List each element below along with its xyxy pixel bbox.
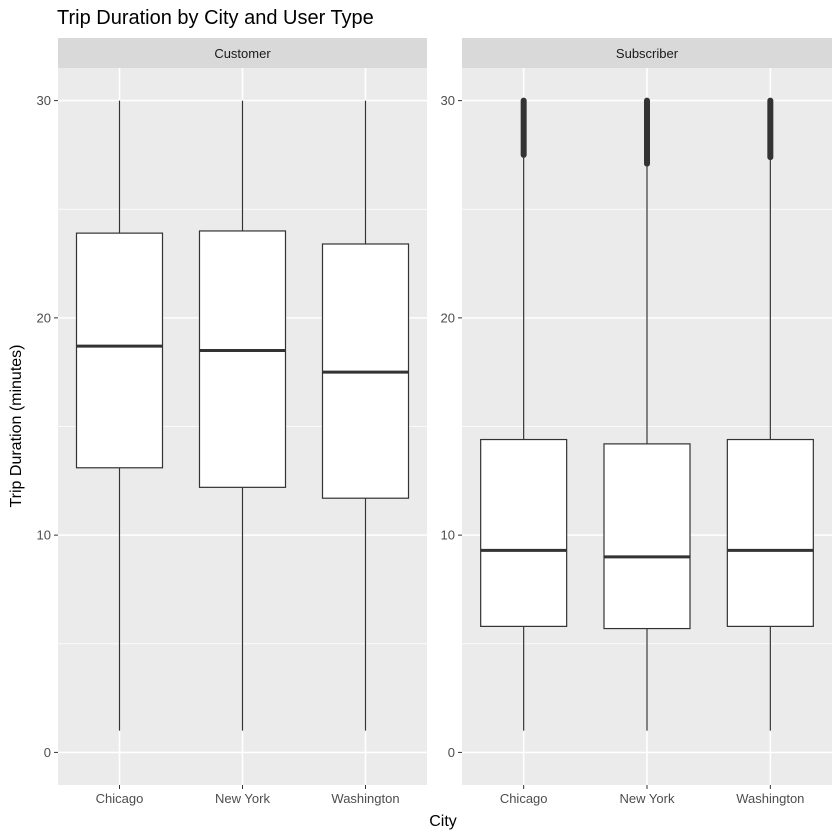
facet-strip-customer (58, 38, 427, 68)
x-tick-label: Washington (331, 791, 399, 806)
x-tick-label: Chicago (500, 791, 548, 806)
boxplot-subscriber-chicago (480, 97, 568, 731)
y-tick-label: 20 (37, 310, 51, 325)
chart-title: Trip Duration by City and User Type (57, 7, 374, 29)
boxplot-customer-chicago (75, 100, 164, 731)
x-tick-label: Washington (736, 791, 804, 806)
x-tick-label: Chicago (96, 791, 144, 806)
facet-strip-label: Subscriber (616, 46, 679, 61)
x-tick-label: New York (215, 791, 270, 806)
y-axis: 0 10 20 30 0 10 20 30 (37, 93, 462, 760)
box-iqr (726, 438, 814, 627)
facet-panel-customer: Customer Chicago New York Washington (58, 38, 427, 806)
boxplot-subscriber-new-york (603, 97, 691, 731)
y-tick-label: 10 (441, 528, 455, 543)
y-tick-label: 0 (448, 745, 455, 760)
y-tick-label: 10 (37, 528, 51, 543)
box-iqr (603, 443, 691, 630)
y-tick-label: 30 (441, 93, 455, 108)
x-tick-label: New York (620, 791, 675, 806)
facet-strip-subscriber (462, 38, 832, 68)
box-iqr (480, 438, 568, 627)
boxplot-customer-new-york (198, 100, 287, 731)
y-tick-label: 20 (441, 310, 455, 325)
boxplot-subscriber-washington (726, 97, 814, 731)
facet-strip-label: Customer (214, 46, 271, 61)
y-tick-label: 30 (37, 93, 51, 108)
box-iqr (75, 232, 164, 469)
facet-panel-subscriber: Subscriber Chicago New York Washington (462, 38, 832, 806)
box-iqr (198, 230, 287, 488)
y-axis-title: Trip Duration (minutes) (8, 344, 25, 507)
boxplot-customer-washington (321, 100, 410, 731)
x-axis-title: City (429, 813, 457, 830)
y-tick-label: 0 (44, 745, 51, 760)
